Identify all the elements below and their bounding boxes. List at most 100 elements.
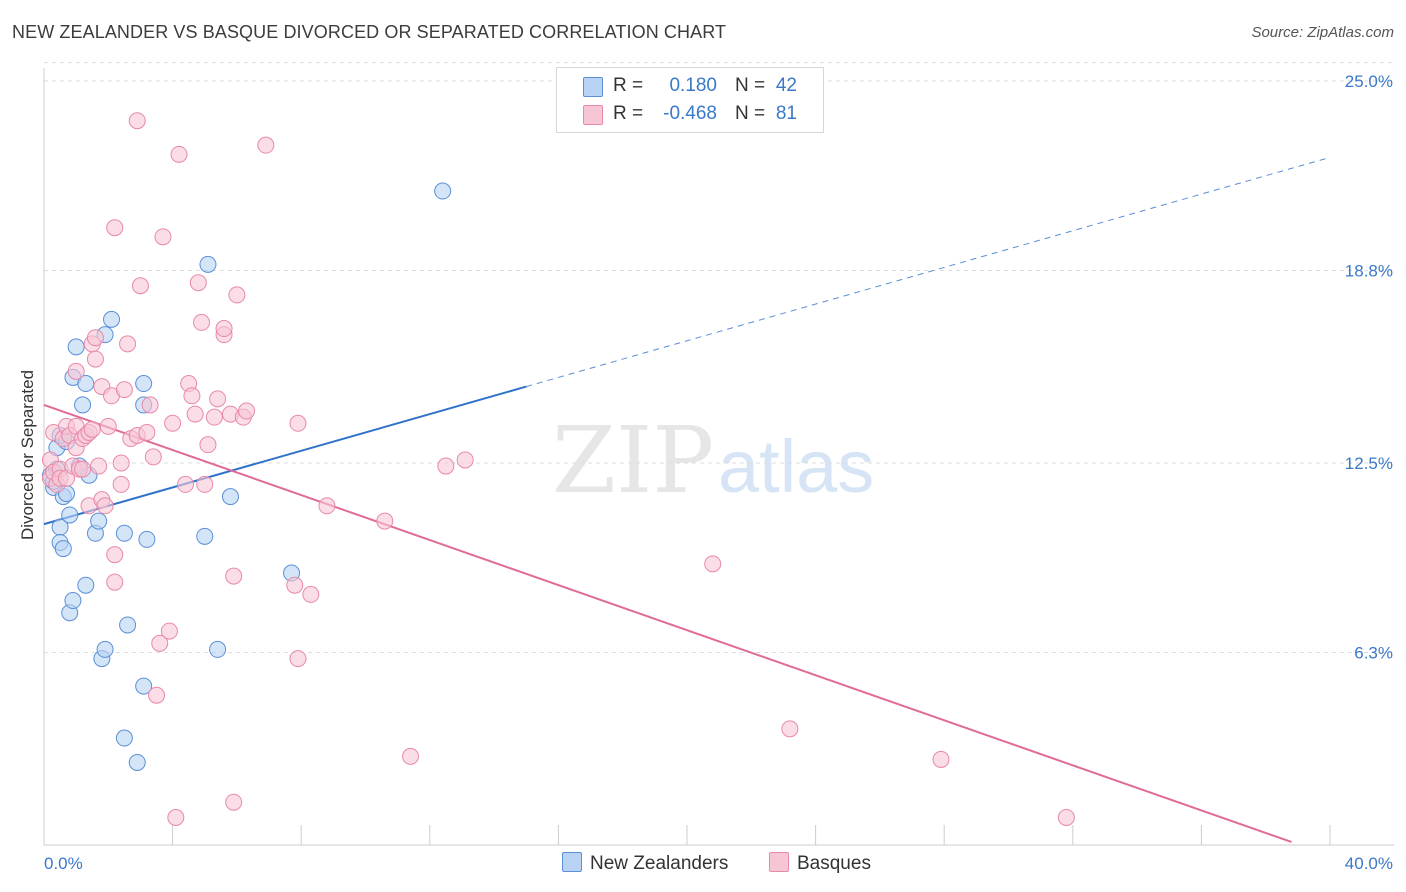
- point-basques: [437, 457, 455, 475]
- legend-label-new-zealanders: New Zealanders: [590, 853, 729, 874]
- point-basques: [225, 567, 243, 585]
- point-basques: [196, 475, 214, 493]
- point-basques: [96, 497, 114, 515]
- point-basques: [167, 808, 185, 826]
- trend-line-new-zealanders-extension: [526, 156, 1331, 388]
- n-value: 42: [775, 75, 797, 96]
- n-label: N =: [735, 75, 766, 96]
- y-tick-label: 25.0%: [1345, 72, 1393, 91]
- y-tick-label: 6.3%: [1354, 643, 1393, 662]
- legend-swatch-new-zealanders: [562, 852, 582, 872]
- point-basques: [199, 436, 217, 454]
- legend-swatch-new-zealanders: [583, 77, 603, 97]
- point-basques: [1057, 808, 1075, 826]
- point-basques: [83, 420, 101, 438]
- point-new-zealanders: [77, 375, 95, 393]
- point-new-zealanders: [128, 753, 146, 771]
- point-basques: [164, 414, 182, 432]
- point-basques: [704, 555, 722, 573]
- point-basques: [456, 451, 474, 469]
- point-basques: [286, 576, 304, 594]
- point-basques: [144, 448, 162, 466]
- point-basques: [128, 112, 146, 130]
- point-new-zealanders: [209, 640, 227, 658]
- chart-title: NEW ZEALANDER VS BASQUE DIVORCED OR SEPA…: [12, 22, 727, 42]
- x-tick-label: 0.0%: [44, 854, 83, 873]
- point-basques: [193, 313, 211, 331]
- point-basques: [170, 145, 188, 163]
- y-tick-label: 12.5%: [1345, 454, 1393, 473]
- legend-row-basques: R = -0.468 N = 81: [557, 101, 823, 129]
- point-basques: [138, 423, 156, 441]
- point-new-zealanders: [74, 396, 92, 414]
- point-basques: [257, 136, 275, 154]
- point-basques: [238, 402, 256, 420]
- point-new-zealanders: [135, 677, 153, 695]
- point-new-zealanders: [115, 729, 133, 747]
- bottom-legend-new-zealanders: New Zealanders: [562, 852, 728, 875]
- point-new-zealanders: [96, 640, 114, 658]
- point-new-zealanders: [54, 540, 72, 558]
- y-tick-label: 18.8%: [1345, 261, 1393, 280]
- r-value: 0.180: [669, 75, 717, 96]
- bottom-legend-basques: Basques: [769, 852, 871, 875]
- point-basques: [86, 329, 104, 347]
- point-new-zealanders: [90, 512, 108, 530]
- point-basques: [106, 546, 124, 564]
- point-basques: [106, 219, 124, 237]
- point-basques: [106, 573, 124, 591]
- legend-label-basques: Basques: [797, 853, 871, 874]
- point-basques: [376, 512, 394, 530]
- point-basques: [74, 460, 92, 478]
- point-basques: [151, 634, 169, 652]
- axes: [43, 68, 1394, 846]
- point-basques: [67, 362, 85, 380]
- point-basques: [148, 686, 166, 704]
- point-new-zealanders: [196, 527, 214, 545]
- point-basques: [160, 622, 178, 640]
- point-basques: [289, 650, 307, 668]
- legend-swatch-basques: [583, 105, 603, 125]
- point-basques: [215, 320, 233, 338]
- point-new-zealanders: [199, 255, 217, 273]
- watermark: ZIP atlas: [552, 407, 874, 514]
- r-label: R =: [613, 75, 644, 96]
- data-points: [41, 112, 1075, 826]
- point-basques: [86, 350, 104, 368]
- point-new-zealanders: [77, 576, 95, 594]
- watermark-atlas: atlas: [718, 425, 874, 508]
- point-new-zealanders: [61, 506, 79, 524]
- trend-line-new-zealanders: [43, 385, 527, 526]
- point-basques: [90, 457, 108, 475]
- point-new-zealanders: [221, 488, 239, 506]
- point-basques: [205, 408, 223, 426]
- point-basques: [289, 414, 307, 432]
- trend-line-basques: [43, 403, 1292, 843]
- point-new-zealanders: [103, 310, 121, 328]
- point-basques: [186, 405, 204, 423]
- point-basques: [228, 286, 246, 304]
- watermark-zip: ZIP: [552, 407, 714, 514]
- point-new-zealanders: [115, 524, 133, 542]
- point-new-zealanders: [64, 592, 82, 610]
- point-basques: [183, 387, 201, 405]
- point-basques: [209, 390, 227, 408]
- point-new-zealanders: [434, 182, 452, 200]
- point-new-zealanders: [67, 338, 85, 356]
- point-new-zealanders: [135, 375, 153, 393]
- tick-labels: 6.3% 12.5% 18.8% 25.0% 0.0% 40.0%: [44, 72, 1393, 873]
- x-tick-label: 40.0%: [1345, 854, 1393, 873]
- point-basques: [119, 335, 137, 353]
- point-basques: [189, 274, 207, 292]
- n-label: N =: [735, 103, 766, 124]
- point-basques: [402, 747, 420, 765]
- point-basques: [112, 454, 130, 472]
- point-basques: [225, 793, 243, 811]
- point-basques: [141, 396, 159, 414]
- r-label: R =: [613, 103, 644, 124]
- point-basques: [115, 381, 133, 399]
- source-credit: Source: ZipAtlas.com: [1251, 24, 1394, 41]
- correlation-legend: R = 0.180 N = 42 R = -0.468 N = 81: [556, 67, 824, 133]
- point-basques: [932, 750, 950, 768]
